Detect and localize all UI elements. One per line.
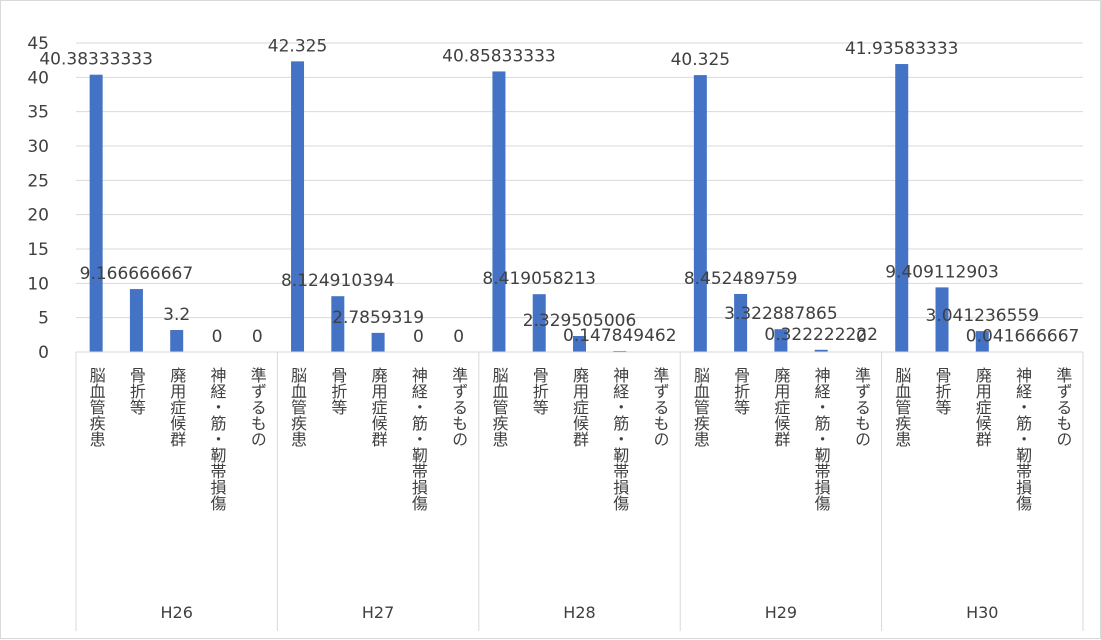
group-label-H26: H26: [161, 603, 193, 622]
data-label: 8.419058213: [482, 269, 596, 289]
category-label: 準ずるもの: [651, 367, 670, 447]
data-label: 8.124910394: [281, 271, 395, 291]
data-label: 3.041236559: [926, 306, 1040, 326]
category-label: 脳血管疾患: [892, 367, 911, 447]
data-label: 41.93583333: [845, 39, 959, 59]
category-label: 神経・筋・靭帯損傷: [409, 367, 428, 512]
bar-H29-1: [694, 75, 707, 352]
data-label: 0: [453, 327, 464, 347]
category-label: 神経・筋・靭帯損傷: [207, 367, 226, 512]
category-label: 脳血管疾患: [489, 367, 508, 447]
group-label-H29: H29: [765, 603, 797, 622]
category-label: 骨折等: [328, 367, 347, 415]
category-label: 脳血管疾患: [691, 367, 710, 447]
category-label: 廃用症候群: [973, 367, 992, 447]
category-label: 準ずるもの: [852, 367, 871, 447]
category-label: 神経・筋・靭帯損傷: [1013, 367, 1032, 512]
category-label: 準ずるもの: [449, 367, 468, 447]
y-tick-label: 5: [38, 309, 49, 329]
y-tick-label: 40: [27, 68, 49, 88]
category-label: 骨折等: [530, 367, 549, 415]
y-tick-label: 20: [27, 206, 49, 226]
data-label: 40.38333333: [39, 50, 153, 70]
y-tick-label: 25: [27, 171, 49, 191]
category-label: 廃用症候群: [167, 367, 186, 447]
data-label: 0: [212, 327, 223, 347]
data-label: 42.325: [268, 36, 327, 56]
data-label: 0: [413, 327, 424, 347]
data-label: 40.325: [671, 50, 730, 70]
category-label: 神経・筋・靭帯損傷: [812, 367, 831, 512]
category-label: 脳血管疾患: [87, 367, 106, 447]
data-label: 0.147849462: [563, 326, 677, 346]
bar-H26-3: [170, 330, 183, 352]
bar-H26-2: [130, 289, 143, 352]
group-label-H27: H27: [362, 603, 394, 622]
bar-H30-1: [895, 64, 908, 352]
y-tick-label: 15: [27, 240, 49, 260]
category-label: 廃用症候群: [369, 367, 388, 447]
group-label-H28: H28: [563, 603, 595, 622]
category-label: 骨折等: [127, 367, 146, 415]
category-label: 準ずるもの: [248, 367, 267, 447]
data-label: 3.322887865: [724, 304, 838, 324]
bar-H27-1: [291, 61, 304, 352]
y-tick-label: 0: [38, 343, 49, 363]
category-label: 廃用症候群: [570, 367, 589, 447]
data-label: 9.409112903: [885, 262, 999, 282]
bar-H28-1: [492, 71, 505, 352]
group-labels: H26 H27 H28 H29 H30: [161, 603, 999, 622]
y-tick-label: 35: [27, 103, 49, 123]
y-tick-label: 10: [27, 274, 49, 294]
category-label: 骨折等: [933, 367, 952, 415]
data-label: 0: [252, 327, 263, 347]
category-label: 脳血管疾患: [288, 367, 307, 447]
group-label-H30: H30: [966, 603, 998, 622]
data-label: 0.041666667: [966, 327, 1080, 347]
data-label: 2.7859319: [332, 308, 424, 328]
category-labels: 脳血管疾患 骨折等 廃用症候群 神経・筋・靭帯損傷 準ずるもの 脳血管疾患 骨折等 廃用症候群…: [87, 367, 1073, 512]
data-label: 40.85833333: [442, 46, 556, 66]
y-tick-label: 30: [27, 137, 49, 157]
category-label: 廃用症候群: [771, 367, 790, 447]
category-label: 神経・筋・靭帯損傷: [610, 367, 629, 512]
bar-H27-3: [372, 333, 385, 352]
data-label: 8.452489759: [684, 269, 798, 289]
data-labels: 40.38333333 9.166666667 3.2 0 0 42.325 8.12491…: [39, 36, 1079, 347]
category-label: 準ずるもの: [1053, 367, 1072, 447]
bar-H26-1: [90, 75, 103, 352]
data-label: 0: [856, 327, 867, 347]
data-label: 9.166666667: [80, 264, 194, 284]
data-label: 3.2: [163, 305, 190, 325]
category-label: 骨折等: [731, 367, 750, 415]
bars: [90, 61, 1029, 352]
